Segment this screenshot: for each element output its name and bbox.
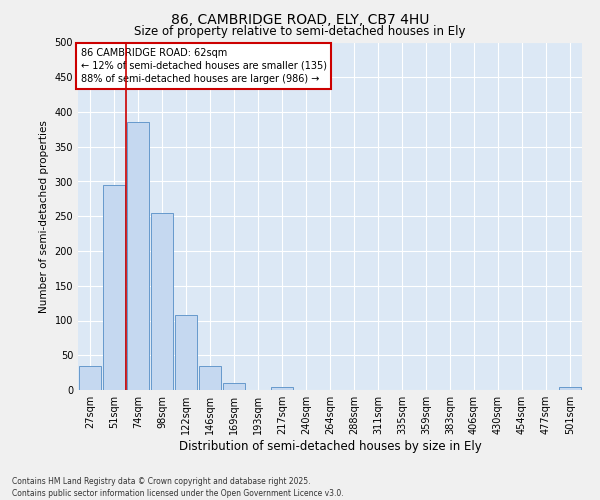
Bar bbox=[175, 315, 197, 390]
Text: 86, CAMBRIDGE ROAD, ELY, CB7 4HU: 86, CAMBRIDGE ROAD, ELY, CB7 4HU bbox=[171, 12, 429, 26]
Text: Size of property relative to semi-detached houses in Ely: Size of property relative to semi-detach… bbox=[134, 25, 466, 38]
Bar bbox=[559, 386, 581, 390]
Bar bbox=[271, 386, 293, 390]
Bar bbox=[151, 213, 173, 390]
Text: 86 CAMBRIDGE ROAD: 62sqm
← 12% of semi-detached houses are smaller (135)
88% of : 86 CAMBRIDGE ROAD: 62sqm ← 12% of semi-d… bbox=[80, 48, 326, 84]
Bar bbox=[79, 366, 101, 390]
Bar bbox=[127, 122, 149, 390]
Bar bbox=[199, 366, 221, 390]
Y-axis label: Number of semi-detached properties: Number of semi-detached properties bbox=[39, 120, 49, 312]
Bar bbox=[103, 185, 125, 390]
Text: Contains HM Land Registry data © Crown copyright and database right 2025.
Contai: Contains HM Land Registry data © Crown c… bbox=[12, 476, 344, 498]
X-axis label: Distribution of semi-detached houses by size in Ely: Distribution of semi-detached houses by … bbox=[179, 440, 481, 453]
Bar bbox=[223, 383, 245, 390]
